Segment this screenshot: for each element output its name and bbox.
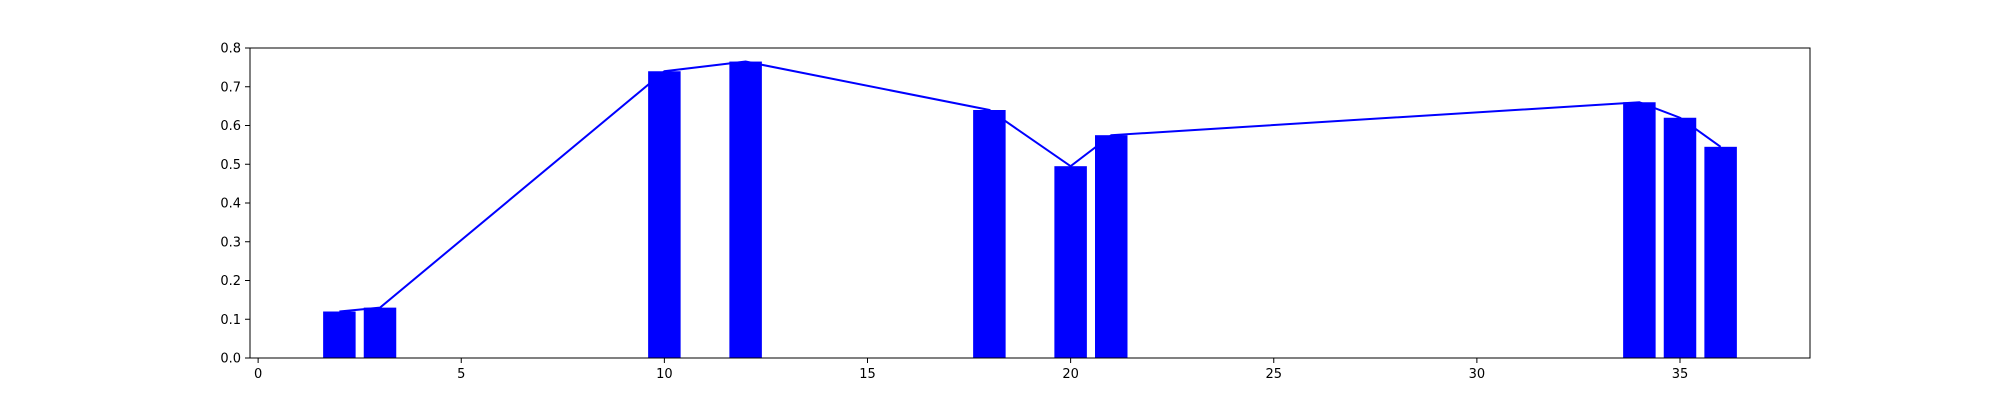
y-tick-label-2: 0.2 <box>220 274 241 289</box>
line-series-group <box>339 60 1722 313</box>
plot-frame <box>249 47 1811 359</box>
y-tick-label-1: 0.1 <box>220 313 241 328</box>
bar-6 <box>1095 135 1128 358</box>
x-tick-label-7: 35 <box>1672 367 1689 382</box>
y-tick-label-4: 0.4 <box>220 197 241 212</box>
bar-8 <box>1663 117 1697 358</box>
bar-4 <box>973 110 1006 358</box>
x-axis: 0 5 10 15 20 25 30 35 <box>254 358 1688 382</box>
y-tick-label-5: 0.5 <box>220 158 241 173</box>
x-tick-label-6: 30 <box>1469 367 1486 382</box>
bars-group <box>323 61 1737 358</box>
bar-2 <box>648 71 681 358</box>
y-tick-label-6: 0.6 <box>220 119 241 134</box>
x-tick-label-0: 0 <box>254 367 262 382</box>
x-tick-label-3: 15 <box>859 367 876 382</box>
y-tick-label-7: 0.7 <box>220 80 241 95</box>
bar-3 <box>729 61 762 358</box>
x-tick-label-5: 25 <box>1265 367 1282 382</box>
bar-7 <box>1623 102 1656 358</box>
y-tick-label-8: 0.8 <box>220 42 241 57</box>
y-tick-label-3: 0.3 <box>220 235 241 250</box>
y-axis: 0.0 0.1 0.2 0.3 0.4 0.5 0.6 0.7 0.8 <box>220 42 250 367</box>
bar-5 <box>1054 166 1087 358</box>
bar-0 <box>323 311 356 358</box>
bar-9 <box>1704 146 1737 358</box>
x-tick-label-4: 20 <box>1062 367 1079 382</box>
x-tick-label-1: 5 <box>457 367 465 382</box>
bar-1 <box>363 307 397 358</box>
line-series <box>339 60 1722 313</box>
y-tick-label-0: 0.0 <box>220 352 241 367</box>
x-tick-label-2: 10 <box>656 367 673 382</box>
